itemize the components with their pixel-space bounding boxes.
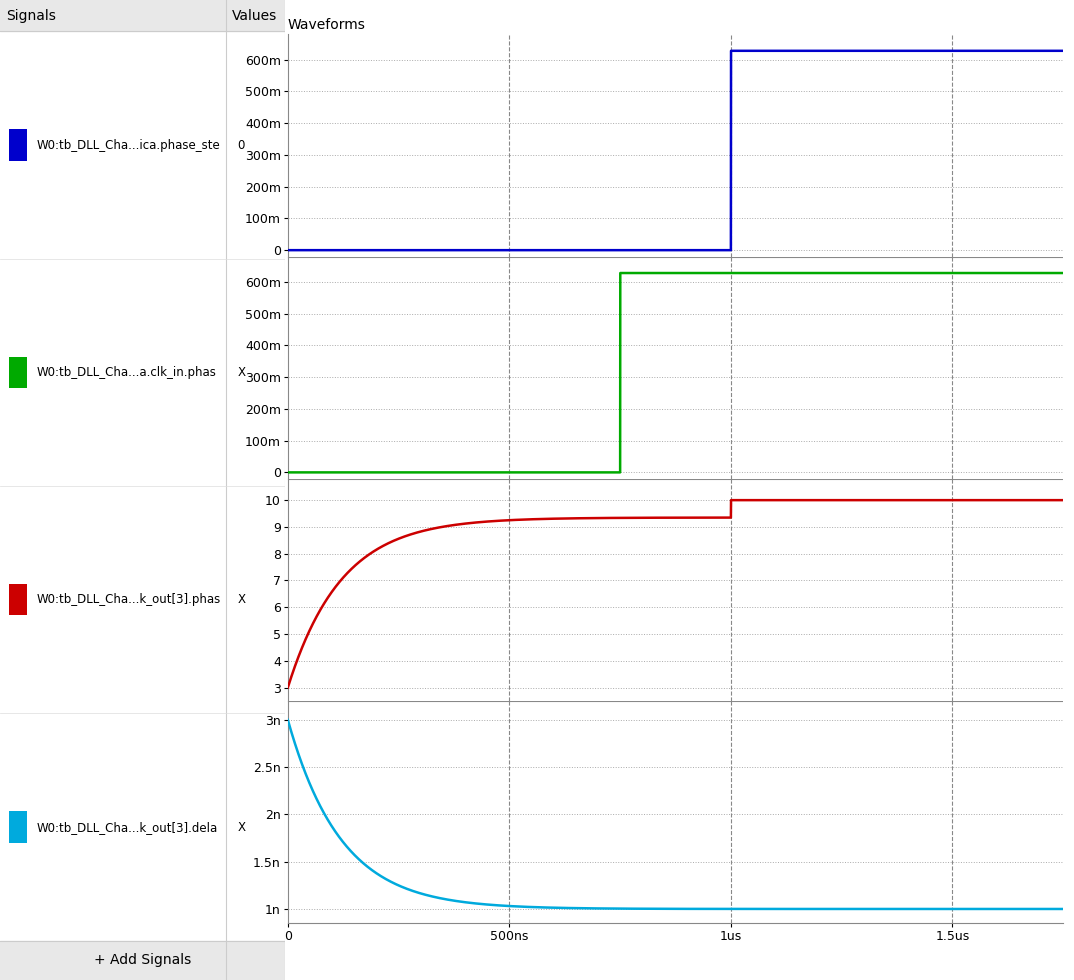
- Text: W0:tb_DLL_Cha...k_out[3].phas: W0:tb_DLL_Cha...k_out[3].phas: [37, 593, 221, 607]
- Bar: [9, 129, 27, 161]
- Text: W0:tb_DLL_Cha...k_out[3].dela: W0:tb_DLL_Cha...k_out[3].dela: [37, 820, 218, 834]
- Bar: [0, 0, 285, 31]
- Bar: [9, 357, 27, 388]
- Text: 0: 0: [237, 138, 245, 152]
- Text: Values: Values: [232, 9, 277, 23]
- Text: W0:tb_DLL_Cha...ica.phase_ste: W0:tb_DLL_Cha...ica.phase_ste: [37, 138, 221, 152]
- Text: + Add Signals: + Add Signals: [93, 954, 191, 967]
- Bar: [0, 941, 285, 980]
- Text: Waveforms: Waveforms: [288, 18, 366, 31]
- Text: W0:tb_DLL_Cha...a.clk_in.phas: W0:tb_DLL_Cha...a.clk_in.phas: [37, 366, 217, 379]
- Text: Signals: Signals: [5, 9, 56, 23]
- Text: X: X: [237, 366, 246, 379]
- Bar: [9, 584, 27, 615]
- Text: X: X: [237, 820, 246, 834]
- Bar: [9, 811, 27, 843]
- Text: X: X: [237, 593, 246, 607]
